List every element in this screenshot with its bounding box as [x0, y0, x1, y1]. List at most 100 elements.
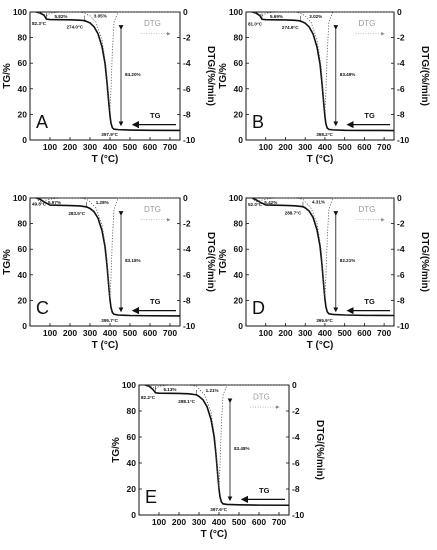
plot-frame: [138, 384, 290, 516]
y-left-tick-label: 100: [13, 193, 27, 203]
panel-letter: D: [252, 298, 265, 318]
x-tick-label: 600: [143, 328, 157, 338]
y-left-axis-label: TG/%: [218, 249, 229, 275]
y-right-tick-label: -4: [292, 432, 300, 442]
y-right-tick-label: -8: [183, 295, 191, 305]
x-tick-label: 700: [272, 517, 286, 527]
y-right-axis-label: DTG/(%/min): [205, 46, 216, 106]
x-tick-label: 200: [63, 142, 77, 152]
x-tick-label: 500: [232, 517, 246, 527]
annotation-mass-loss-main: 83.49%: [340, 72, 356, 77]
y-right-tick-label: -2: [292, 406, 300, 416]
x-tick-label: 600: [357, 142, 371, 152]
y-right-tick-label: -8: [183, 109, 191, 119]
x-tick-label: 300: [298, 328, 312, 338]
y-right-tick-label: -8: [397, 295, 405, 305]
x-axis-label: T (°C): [92, 340, 119, 351]
y-left-tick-label: 60: [234, 244, 244, 254]
y-left-tick-label: 60: [127, 432, 137, 442]
dtg-series-label: DTG: [358, 205, 375, 214]
y-left-tick-label: 100: [122, 380, 136, 390]
annotation-onset-temp: 274.9°C: [282, 25, 299, 30]
annotation-peak1-temp: 52.0°C: [248, 202, 263, 207]
y-left-tick-label: 80: [18, 219, 28, 229]
dtg-curve: [35, 11, 180, 110]
y-left-tick-label: 20: [234, 109, 244, 119]
y-right-tick-label: -4: [183, 244, 191, 254]
y-left-tick-label: 40: [234, 270, 244, 280]
y-left-tick-label: 40: [18, 84, 28, 94]
dtg-curve: [251, 197, 394, 297]
annotation-peak-main-temp: 395.9°C: [316, 318, 333, 323]
x-tick-label: 700: [377, 328, 391, 338]
x-tick-label: 400: [318, 142, 332, 152]
y-right-tick-label: -4: [397, 244, 405, 254]
y-right-tick-label: -2: [183, 219, 191, 229]
panel-a: 100 200 300 400 500 600 700 0 20 40 60 80 100 0 -2 -4 -6…: [2, 7, 216, 165]
y-right-tick-label: 0: [397, 193, 402, 203]
tg-curve: [35, 197, 181, 317]
plot-frame: [29, 11, 181, 141]
y-right-tick-label: -10: [397, 321, 410, 331]
tg-curve: [251, 11, 395, 132]
y-left-tick-label: 60: [234, 58, 244, 68]
y-right-tick-label: -10: [183, 135, 196, 145]
x-tick-label: 200: [278, 142, 292, 152]
y-left-axis-label: TG/%: [111, 437, 122, 463]
y-left-tick-label: 60: [18, 58, 28, 68]
annotation-peak-main-temp: 397.6°C: [210, 507, 227, 512]
panel-letter: A: [36, 112, 48, 132]
y-left-tick-label: 80: [18, 33, 28, 43]
panel-b: 100 200 300 400 500 600 700 0 20 40 60 80 100 0 -2 -4 -6…: [218, 7, 430, 165]
y-left-tick-label: 0: [238, 321, 243, 331]
x-tick-label: 500: [123, 328, 137, 338]
y-left-tick-label: 0: [22, 135, 27, 145]
annotation-onset-temp: 283.5°C: [68, 211, 85, 216]
y-right-tick-label: 0: [183, 7, 188, 17]
x-tick-label: 100: [43, 142, 57, 152]
annotation-mass-loss-2: 1.21%: [206, 388, 219, 393]
y-left-tick-label: 40: [127, 458, 137, 468]
panel-e: 100 200 300 400 500 600 700 0 20 40 60 80 100 0 -2 -4 -6…: [111, 380, 325, 540]
y-right-tick-label: 0: [397, 7, 402, 17]
x-tick-label: 300: [83, 328, 97, 338]
y-left-axis-label: TG/%: [218, 63, 229, 89]
dtg-series-label: DTG: [358, 19, 375, 28]
x-axis-label: T (°C): [307, 340, 334, 351]
x-tick-label: 100: [259, 328, 273, 338]
panel-c: 100 200 300 400 500 600 700 0 20 40 60 80 100 0 -2 -4 -6…: [2, 193, 216, 351]
x-tick-label: 700: [377, 142, 391, 152]
dtg-series-label: DTG: [144, 19, 161, 28]
y-left-tick-label: 20: [234, 295, 244, 305]
annotation-peak-main-temp: 397.9°C: [101, 132, 118, 137]
x-axis-label: T (°C): [201, 529, 228, 540]
x-tick-label: 600: [357, 328, 371, 338]
tg-curve: [35, 11, 181, 132]
y-right-tick-label: -2: [397, 33, 405, 43]
y-left-tick-label: 20: [18, 295, 28, 305]
annotation-mass-loss-main: 83.48%: [234, 446, 250, 451]
x-tick-label: 300: [298, 142, 312, 152]
annotation-mass-loss-2: 1.28%: [96, 200, 109, 205]
y-left-tick-label: 0: [131, 510, 136, 520]
x-tick-label: 400: [318, 328, 332, 338]
x-tick-label: 400: [212, 517, 226, 527]
annotation-mass-loss-main: 84.20%: [125, 72, 141, 77]
annotation-mass-loss-1: 5.97%: [48, 200, 61, 205]
y-right-tick-label: 0: [183, 193, 188, 203]
x-axis-label: T (°C): [92, 154, 119, 165]
x-tick-label: 600: [143, 142, 157, 152]
y-right-axis-label: DTG/(%/min): [419, 46, 430, 106]
x-tick-label: 600: [252, 517, 266, 527]
annotation-onset-temp: 288.1°C: [178, 399, 195, 404]
y-left-tick-label: 40: [18, 270, 28, 280]
y-right-tick-label: -2: [183, 33, 191, 43]
y-right-tick-label: -6: [397, 270, 405, 280]
x-tick-label: 100: [259, 142, 273, 152]
y-left-tick-label: 20: [127, 484, 137, 494]
x-tick-label: 500: [123, 142, 137, 152]
tg-series-label: TG: [150, 111, 161, 120]
annotation-mass-loss-main: 83.18%: [125, 258, 141, 263]
y-left-axis-label: TG/%: [2, 63, 13, 89]
